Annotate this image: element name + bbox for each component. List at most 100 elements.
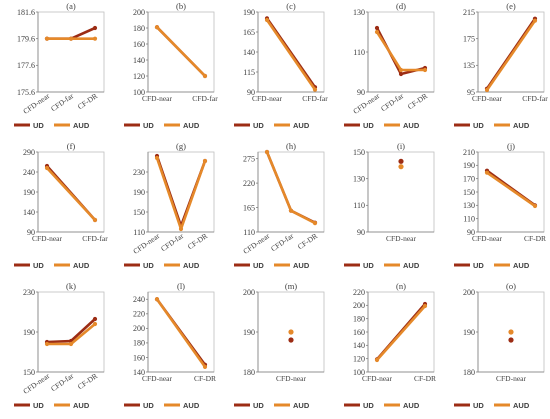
panel-j: (j) 90 110 130 150 170 190 210 CFD-near CF-DR UD AU… bbox=[454, 141, 546, 270]
panel-title: (o) bbox=[506, 281, 516, 291]
y-tick-label: 160 bbox=[133, 40, 145, 49]
y-tick-label: 180 bbox=[353, 314, 365, 323]
y-tick-label: 210 bbox=[463, 148, 475, 157]
panel-o: (o) 180 190 200 CFD-near UD AUD bbox=[454, 281, 545, 410]
y-tick-label: 90 bbox=[247, 88, 255, 97]
data-point-aud bbox=[508, 329, 514, 335]
y-tick-label: 140 bbox=[23, 208, 35, 217]
x-tick-label: CFD-near bbox=[252, 94, 282, 103]
panel-title: (k) bbox=[66, 281, 76, 291]
x-tick-label: CFD-far bbox=[49, 371, 75, 393]
y-tick-label: 190 bbox=[23, 328, 35, 337]
y-tick-label: 90 bbox=[357, 228, 365, 237]
x-tick-label: CFD-far bbox=[82, 234, 108, 243]
series-line-ud bbox=[375, 27, 426, 76]
y-tick-label: 175 bbox=[463, 34, 475, 43]
y-tick-label: 150 bbox=[463, 188, 475, 197]
panel-b: (b) 100 120 140 160 180 200 CFD-near CFD-far UD AU… bbox=[124, 1, 218, 130]
legend-label-ud: UD bbox=[253, 121, 264, 130]
data-point-aud bbox=[202, 73, 208, 79]
data-point-aud bbox=[422, 303, 428, 309]
x-tick-label: CFD-far bbox=[379, 91, 405, 113]
y-tick-label: 160 bbox=[353, 328, 365, 337]
data-point-aud bbox=[202, 364, 208, 370]
series-line-ud bbox=[155, 155, 207, 228]
y-tick-label: 90 bbox=[467, 228, 475, 237]
y-tick-label: 180 bbox=[463, 368, 475, 377]
y-tick-label: 130 bbox=[463, 201, 475, 210]
data-point-ud bbox=[92, 25, 98, 31]
legend-label-aud: AUD bbox=[293, 121, 310, 130]
panel-title: (c) bbox=[286, 1, 296, 11]
y-tick-label: 150 bbox=[353, 148, 365, 157]
y-tick-label: 190 bbox=[463, 328, 475, 337]
legend-label-ud: UD bbox=[363, 401, 374, 410]
data-point-aud bbox=[398, 67, 404, 73]
y-tick-label: 100 bbox=[353, 368, 365, 377]
x-tick-label: CFD-far bbox=[49, 91, 75, 113]
x-tick-label: CF-DR bbox=[296, 231, 319, 251]
plot-frame bbox=[37, 11, 105, 93]
data-point-aud bbox=[154, 25, 160, 30]
series-line-aud bbox=[265, 19, 317, 91]
x-tick-label: CFD-far bbox=[159, 231, 185, 253]
data-point-aud bbox=[92, 321, 98, 327]
x-tick-label: CFD-near bbox=[386, 234, 416, 243]
data-point-aud bbox=[288, 208, 294, 213]
y-tick-label: 140 bbox=[133, 56, 145, 65]
legend-label-ud: UD bbox=[363, 121, 374, 130]
x-tick-label: CF-DR bbox=[76, 371, 99, 391]
y-tick-label: 110 bbox=[353, 48, 365, 57]
data-point-aud bbox=[68, 341, 74, 347]
data-point-ud bbox=[92, 316, 98, 322]
data-point-aud bbox=[532, 203, 538, 209]
legend-label-aud: AUD bbox=[513, 401, 530, 410]
x-tick-label: CF-DR bbox=[406, 91, 429, 111]
data-point-aud bbox=[264, 149, 270, 155]
y-tick-label: 200 bbox=[133, 8, 145, 17]
data-point-aud bbox=[484, 170, 490, 175]
y-tick-label: 180 bbox=[133, 24, 145, 33]
data-point-ud bbox=[288, 337, 294, 343]
y-tick-label: 110 bbox=[133, 228, 145, 237]
data-point-aud bbox=[422, 67, 428, 73]
panel-n: (n) 100 120 140 160 180 200 220 CFD-near CF-DR UD A… bbox=[344, 281, 436, 410]
y-tick-label: 190 bbox=[463, 161, 475, 170]
x-tick-label: CFD-far bbox=[522, 94, 548, 103]
y-tick-label: 150 bbox=[23, 368, 35, 377]
panel-title: (i) bbox=[397, 141, 405, 151]
y-tick-label: 140 bbox=[243, 48, 255, 57]
legend-label-ud: UD bbox=[33, 261, 44, 270]
y-tick-label: 190 bbox=[243, 328, 255, 337]
x-tick-label: CFD-near bbox=[142, 94, 172, 103]
panel-title: (d) bbox=[396, 1, 406, 11]
legend-label-aud: AUD bbox=[403, 121, 420, 130]
x-tick-label: CFD-far bbox=[269, 231, 295, 253]
y-tick-label: 200 bbox=[243, 288, 255, 297]
y-tick-label: 115 bbox=[243, 68, 255, 77]
data-point-aud bbox=[312, 221, 318, 226]
data-point-aud bbox=[264, 17, 270, 23]
plot-frame bbox=[37, 291, 105, 373]
y-tick-label: 110 bbox=[243, 228, 255, 237]
y-tick-label: 175.6 bbox=[17, 88, 35, 97]
y-tick-label: 181.6 bbox=[17, 8, 35, 17]
x-tick-label: CFD-near bbox=[142, 374, 172, 383]
y-tick-label: 160 bbox=[133, 353, 145, 362]
legend-label-ud: UD bbox=[473, 401, 484, 410]
data-point-aud bbox=[398, 164, 404, 170]
y-tick-label: 140 bbox=[133, 368, 145, 377]
legend-label-aud: AUD bbox=[73, 261, 90, 270]
y-tick-label: 100 bbox=[133, 88, 145, 97]
x-tick-label: CFD-near bbox=[496, 374, 526, 383]
data-point-aud bbox=[92, 217, 98, 223]
legend-label-ud: UD bbox=[253, 401, 264, 410]
panel-title: (a) bbox=[66, 1, 76, 11]
data-point-aud bbox=[44, 36, 50, 41]
panel-title: (l) bbox=[177, 281, 185, 291]
y-tick-label: 95 bbox=[467, 88, 475, 97]
